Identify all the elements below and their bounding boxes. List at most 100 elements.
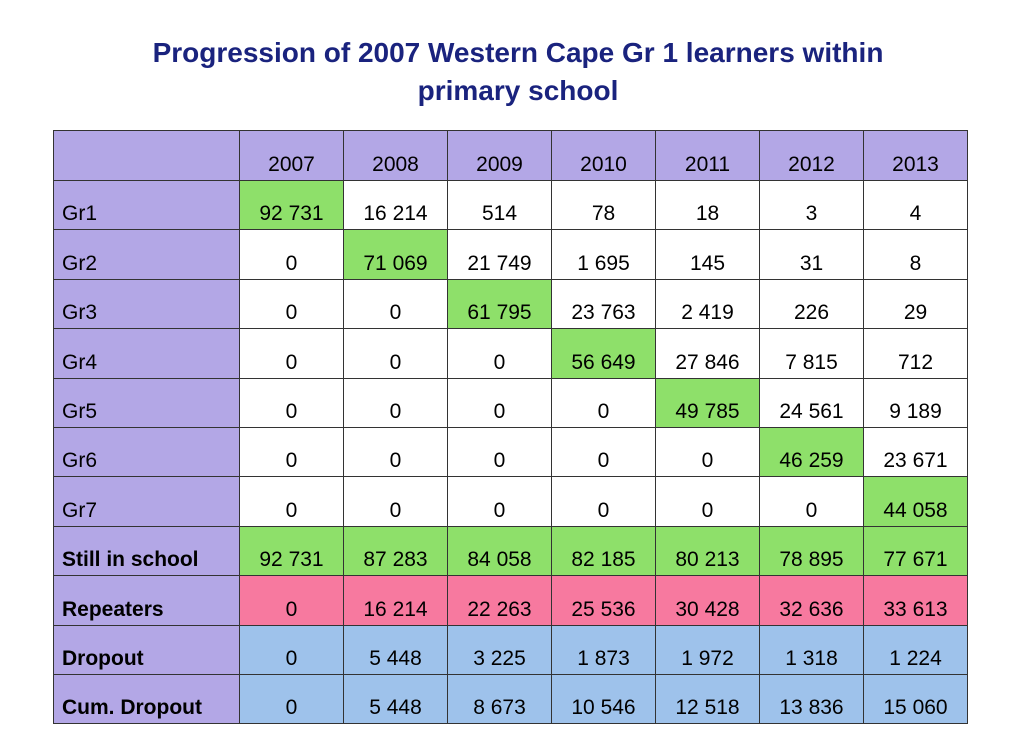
table-row: Gr5 0 0 0 0 49 785 24 561 9 189	[53, 377, 968, 428]
cell-gr1-2013: 4	[863, 179, 968, 231]
year-header-2010: 2010	[551, 130, 656, 181]
cell-gr7-2013: 44 058	[863, 476, 968, 527]
cell-dropout-2010: 1 873	[551, 624, 656, 675]
year-header-2013: 2013	[863, 130, 968, 181]
cell-gr4-2009: 0	[447, 328, 552, 379]
cell-repeaters-2011: 30 428	[655, 575, 760, 626]
cell-gr2-2013: 8	[863, 229, 968, 280]
cell-gr4-2008: 0	[343, 328, 448, 379]
table-row: Gr6 0 0 0 0 0 46 259 23 671	[53, 426, 968, 478]
cell-gr2-2007: 0	[239, 229, 344, 280]
progression-table: 2007 2008 2009 2010 2011 2012 2013 Gr1 92 731 16 …	[53, 130, 968, 725]
cell-gr6-2007: 0	[239, 426, 344, 478]
cell-gr5-2012: 24 561	[759, 377, 864, 428]
row-label-gr7: Gr7	[53, 476, 240, 527]
cell-cum-dropout-2011: 12 518	[655, 673, 760, 725]
year-header-2007: 2007	[239, 130, 344, 181]
cell-gr3-2009: 61 795	[447, 278, 552, 330]
cell-gr1-2011: 18	[655, 179, 760, 231]
cell-gr7-2012: 0	[759, 476, 864, 527]
cell-cum-dropout-2013: 15 060	[863, 673, 968, 725]
cell-gr1-2007: 92 731	[239, 179, 344, 231]
cell-gr6-2008: 0	[343, 426, 448, 478]
row-label-gr4: Gr4	[53, 328, 240, 379]
cell-gr5-2010: 0	[551, 377, 656, 428]
year-header-2008: 2008	[343, 130, 448, 181]
cell-gr3-2007: 0	[239, 278, 344, 330]
cell-cum-dropout-2012: 13 836	[759, 673, 864, 725]
summary-row: Cum. Dropout 0 5 448 8 673 10 546 12 518 13 83…	[53, 673, 968, 725]
cell-gr6-2011: 0	[655, 426, 760, 478]
cell-dropout-2012: 1 318	[759, 624, 864, 675]
cell-gr7-2007: 0	[239, 476, 344, 527]
cell-gr6-2009: 0	[447, 426, 552, 478]
row-label-gr6: Gr6	[53, 426, 240, 478]
cell-gr7-2011: 0	[655, 476, 760, 527]
cell-dropout-2013: 1 224	[863, 624, 968, 675]
row-label-gr1: Gr1	[53, 179, 240, 231]
cell-still-in-school-2009: 84 058	[447, 525, 552, 577]
cell-gr3-2012: 226	[759, 278, 864, 330]
header-row: 2007 2008 2009 2010 2011 2012 2013	[53, 130, 968, 181]
cell-gr2-2011: 145	[655, 229, 760, 280]
table-body: 2007 2008 2009 2010 2011 2012 2013 Gr1 92 731 16 …	[53, 130, 968, 725]
cell-gr5-2013: 9 189	[863, 377, 968, 428]
summary-row: Repeaters 0 16 214 22 263 25 536 30 428 32 636…	[53, 575, 968, 626]
cell-cum-dropout-2009: 8 673	[447, 673, 552, 725]
cell-gr7-2010: 0	[551, 476, 656, 527]
cell-gr4-2010: 56 649	[551, 328, 656, 379]
cell-still-in-school-2007: 92 731	[239, 525, 344, 577]
cell-gr5-2011: 49 785	[655, 377, 760, 428]
cell-gr4-2012: 7 815	[759, 328, 864, 379]
cell-gr3-2013: 29	[863, 278, 968, 330]
cell-gr4-2013: 712	[863, 328, 968, 379]
cell-gr4-2007: 0	[239, 328, 344, 379]
table-row: Gr4 0 0 0 56 649 27 846 7 815 712	[53, 328, 968, 379]
corner-cell	[53, 130, 240, 181]
cell-gr2-2008: 71 069	[343, 229, 448, 280]
cell-gr4-2011: 27 846	[655, 328, 760, 379]
cell-gr1-2010: 78	[551, 179, 656, 231]
table-row: Gr2 0 71 069 21 749 1 695 145 31 8	[53, 229, 968, 280]
cell-dropout-2009: 3 225	[447, 624, 552, 675]
cell-repeaters-2010: 25 536	[551, 575, 656, 626]
cell-gr1-2012: 3	[759, 179, 864, 231]
cell-cum-dropout-2008: 5 448	[343, 673, 448, 725]
cell-gr3-2008: 0	[343, 278, 448, 330]
cell-repeaters-2009: 22 263	[447, 575, 552, 626]
cell-gr1-2008: 16 214	[343, 179, 448, 231]
row-label-dropout: Dropout	[53, 624, 240, 675]
cell-gr7-2009: 0	[447, 476, 552, 527]
cell-gr3-2011: 2 419	[655, 278, 760, 330]
cell-dropout-2007: 0	[239, 624, 344, 675]
cell-still-in-school-2011: 80 213	[655, 525, 760, 577]
row-label-gr5: Gr5	[53, 377, 240, 428]
cell-gr2-2010: 1 695	[551, 229, 656, 280]
row-label-gr3: Gr3	[53, 278, 240, 330]
cell-repeaters-2007: 0	[239, 575, 344, 626]
row-label-gr2: Gr2	[53, 229, 240, 280]
row-label-repeaters: Repeaters	[53, 575, 240, 626]
cell-repeaters-2008: 16 214	[343, 575, 448, 626]
cell-gr5-2007: 0	[239, 377, 344, 428]
cell-gr6-2012: 46 259	[759, 426, 864, 478]
cell-gr5-2009: 0	[447, 377, 552, 428]
summary-row: Still in school 92 731 87 283 84 058 82 185 8…	[53, 525, 968, 577]
cell-cum-dropout-2007: 0	[239, 673, 344, 725]
cell-gr6-2010: 0	[551, 426, 656, 478]
table-row: Gr3 0 0 61 795 23 763 2 419 226 29	[53, 278, 968, 330]
cell-dropout-2008: 5 448	[343, 624, 448, 675]
cell-repeaters-2012: 32 636	[759, 575, 864, 626]
chart-title-line-1: Progression of 2007 Western Cape Gr 1 le…	[152, 37, 884, 68]
cell-repeaters-2013: 33 613	[863, 575, 968, 626]
table-row: Gr1 92 731 16 214 514 78 18 3 4	[53, 179, 968, 231]
cell-gr2-2009: 21 749	[447, 229, 552, 280]
cell-still-in-school-2008: 87 283	[343, 525, 448, 577]
cell-gr3-2010: 23 763	[551, 278, 656, 330]
cell-gr5-2008: 0	[343, 377, 448, 428]
cell-still-in-school-2012: 78 895	[759, 525, 864, 577]
cell-cum-dropout-2010: 10 546	[551, 673, 656, 725]
cell-gr2-2012: 31	[759, 229, 864, 280]
year-header-2012: 2012	[759, 130, 864, 181]
chart-title: Progression of 2007 Western Cape Gr 1 le…	[0, 34, 1036, 110]
